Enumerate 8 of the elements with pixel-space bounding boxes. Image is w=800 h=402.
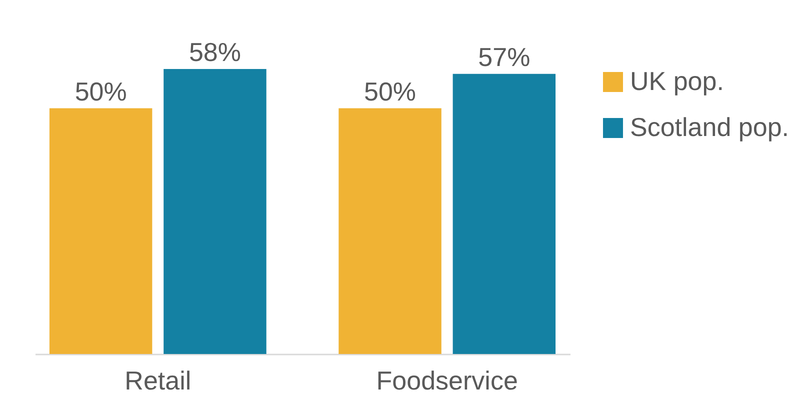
x-tick-label: Retail: [124, 366, 192, 396]
data-label: 50%: [364, 76, 416, 106]
data-label: 58%: [188, 37, 242, 67]
legend-label: UK pop.: [630, 66, 724, 96]
legend-label: Scotland pop.: [630, 112, 790, 142]
x-tick-label: Foodservice: [376, 366, 518, 396]
data-label: 57%: [478, 42, 530, 72]
data-label: 50%: [74, 76, 127, 106]
